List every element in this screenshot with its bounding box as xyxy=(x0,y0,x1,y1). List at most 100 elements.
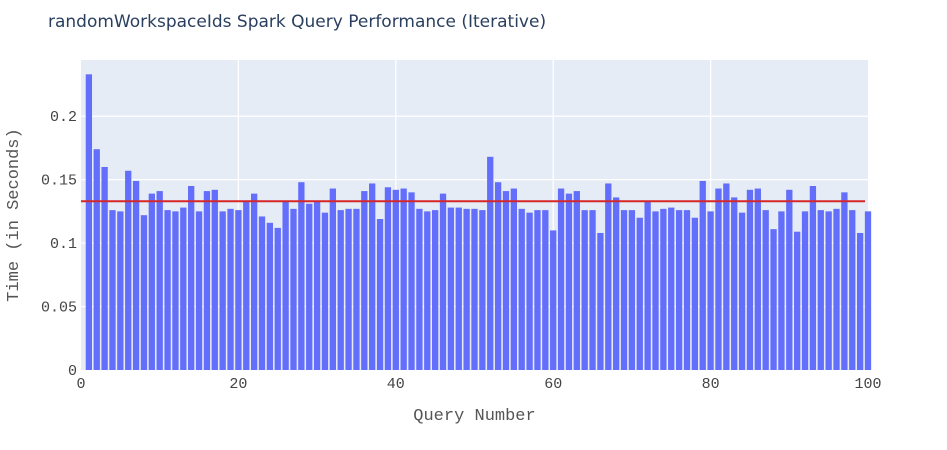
bar xyxy=(447,207,455,370)
x-tick-label: 0 xyxy=(76,376,85,393)
bar xyxy=(494,182,502,370)
bar xyxy=(557,188,565,370)
x-tick-label: 40 xyxy=(387,376,405,393)
bar xyxy=(345,208,352,370)
bar xyxy=(258,216,266,370)
bar xyxy=(731,197,738,370)
bar xyxy=(723,183,730,370)
bar xyxy=(172,211,179,370)
bar xyxy=(392,189,399,370)
bar xyxy=(699,180,706,370)
bar xyxy=(376,218,384,370)
bar xyxy=(306,203,313,370)
tick-labels: 0 0.05 0.1 0.15 0.2 0 20 40 60 80 100 xyxy=(41,109,882,393)
bar xyxy=(502,191,510,370)
bar xyxy=(125,170,132,370)
bar xyxy=(432,210,439,370)
bar xyxy=(683,210,691,370)
bar xyxy=(400,188,407,370)
bar xyxy=(188,186,195,370)
bar xyxy=(180,207,187,370)
bar xyxy=(156,191,163,370)
bar xyxy=(211,189,218,370)
bar xyxy=(589,210,596,370)
x-tick-label: 20 xyxy=(229,376,247,393)
x-tick-label: 100 xyxy=(854,376,881,393)
bar xyxy=(298,182,305,370)
bar xyxy=(801,211,809,370)
bar xyxy=(644,201,651,370)
bar xyxy=(408,192,415,370)
bar xyxy=(770,229,777,370)
bar xyxy=(668,207,675,370)
bar xyxy=(219,211,226,370)
bar xyxy=(463,208,470,370)
bar xyxy=(101,166,108,370)
bar xyxy=(487,156,494,370)
bars xyxy=(85,74,872,370)
y-tick-label: 0.15 xyxy=(41,173,77,190)
bar xyxy=(518,208,525,370)
bar xyxy=(786,189,793,370)
bar xyxy=(613,197,620,370)
bar xyxy=(321,212,329,370)
bar xyxy=(282,201,289,370)
bar xyxy=(833,208,840,370)
bar xyxy=(746,189,754,370)
x-tick-label: 80 xyxy=(702,376,720,393)
bar xyxy=(565,193,573,370)
bar xyxy=(140,215,148,370)
bar xyxy=(290,208,297,370)
y-axis-title: Time (in Seconds) xyxy=(5,128,24,301)
bar xyxy=(266,222,274,370)
bar xyxy=(597,232,604,370)
bar xyxy=(384,187,392,370)
bar xyxy=(526,212,533,370)
bar xyxy=(132,180,140,370)
bar xyxy=(313,201,321,370)
bar xyxy=(416,208,423,370)
bar xyxy=(424,211,431,370)
y-tick-label: 0.05 xyxy=(41,300,77,317)
y-tick-label: 0.1 xyxy=(50,236,77,253)
bar xyxy=(337,210,344,370)
bar xyxy=(439,193,447,370)
bar xyxy=(691,217,699,370)
bar xyxy=(636,217,643,370)
bar xyxy=(369,183,376,370)
bar xyxy=(809,186,817,370)
bar xyxy=(581,210,588,370)
x-tick-label: 60 xyxy=(544,376,562,393)
bar xyxy=(864,211,872,370)
bar xyxy=(825,211,832,370)
x-axis-title: Query Number xyxy=(413,407,535,426)
bar xyxy=(849,210,856,370)
bar xyxy=(195,211,203,370)
bar xyxy=(117,211,124,370)
bar xyxy=(361,191,368,370)
bar xyxy=(715,188,722,370)
bar xyxy=(85,74,93,370)
bar xyxy=(479,210,486,370)
bar xyxy=(754,188,761,370)
bar xyxy=(227,208,234,370)
bar xyxy=(841,192,848,370)
bar xyxy=(794,231,801,370)
bar xyxy=(817,210,824,370)
bar xyxy=(738,212,746,370)
bar xyxy=(109,210,116,370)
y-tick-label: 0.2 xyxy=(50,109,77,126)
bar xyxy=(762,210,769,370)
bar xyxy=(235,210,242,370)
y-tick-label: 0 xyxy=(68,363,77,380)
bar xyxy=(550,230,557,370)
bar xyxy=(605,183,612,370)
bar xyxy=(675,210,683,370)
bar xyxy=(353,208,360,370)
bar xyxy=(534,210,541,370)
bar xyxy=(660,208,667,370)
bar xyxy=(778,211,785,370)
bar xyxy=(455,207,462,370)
bar xyxy=(573,191,580,370)
